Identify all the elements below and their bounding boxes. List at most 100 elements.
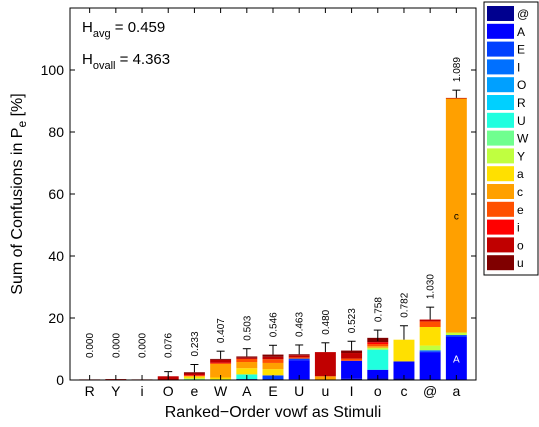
error-bar [242,348,251,357]
x-tick-label: O [163,383,174,399]
legend-label: A [517,25,525,39]
x-tick: A [242,8,252,399]
error-bar [373,329,382,341]
legend-entry: I [487,59,520,75]
entropy-label: 1.030 [426,274,437,299]
h-avg-base: H [82,19,93,36]
bar-segment [288,357,310,359]
bar-segment [367,346,389,348]
entropy-labels-layer: 0.000 0.000 0.000 0.076 0.233 0.407 0.503 0.546… [85,57,463,358]
legend-label: U [517,114,526,128]
y-tick: 100 [41,62,476,78]
y-tick: 60 [48,186,476,202]
legend-label: W [517,132,529,146]
x-tick: e [191,8,199,399]
legend-entry: e [487,201,524,217]
y-tick: 0 [56,372,476,388]
x-tick: I [350,8,354,399]
h-avg-annotation: Havg = 0.459 [82,19,165,40]
bar-segment [445,332,467,336]
bar-segment [445,98,467,333]
y-tick: 40 [48,248,476,264]
bar-segment [236,362,258,369]
legend-entry: R [487,95,526,110]
bar-segment [236,356,258,358]
legend-label: a [517,167,524,181]
h-ovall-sub: ovall [93,60,116,72]
legend-entry: a [487,166,524,182]
error-bar [399,325,408,340]
entropy-label: 1.089 [452,57,463,82]
bar-segment [288,355,310,358]
bar-segment [236,358,258,363]
entropy-label: 0.000 [85,333,96,358]
entropy-label: 0.000 [138,333,149,358]
y-tick-label: 60 [48,186,64,202]
entropy-label: 0.480 [321,309,332,334]
bar-segment [419,352,441,380]
legend-label: I [517,60,520,74]
error-bar [347,340,356,351]
error-bar [426,306,435,320]
entropy-label: 0.758 [373,297,384,322]
bar-segment [367,344,389,347]
legend-label: o [517,238,524,252]
entropy-label: 0.000 [111,333,122,358]
entropy-label: 0.523 [347,308,358,333]
bar-segment [419,319,441,322]
bar-segment [210,363,232,378]
legend-entry: @ [487,6,529,21]
x-tick-label: W [214,383,228,399]
legend-label: e [517,203,524,217]
legend-entry: U [487,112,526,128]
legend-entry: O [487,77,526,93]
x-tick: u [321,8,329,399]
legend-swatch [487,41,514,57]
x-tick-label: i [140,383,143,399]
y-tick-label: 40 [48,248,64,264]
bar-segment [419,326,441,346]
bar-segment [262,356,284,360]
bar-segment [288,358,310,361]
x-tick-label: e [191,383,199,399]
h-ovall-value: = 4.363 [115,51,170,68]
h-avg-value: = 0.459 [111,19,166,36]
x-tick-label: o [374,383,382,399]
y-axis-title-sub: e [15,121,29,128]
bar-segment [183,373,205,376]
x-tick-label: @ [423,383,437,399]
error-bar [216,350,225,359]
bars-layer [79,97,467,380]
entropy-label: 0.233 [190,331,201,356]
error-bar [321,342,330,353]
x-tick: U [294,8,304,399]
bar-segment [445,97,467,99]
error-bar [190,364,199,373]
legend-swatch [487,237,514,253]
legend-entry: i [487,219,520,235]
legend-entry: E [487,41,525,57]
x-tick: E [268,8,278,399]
y-tick: 80 [48,124,476,140]
bar-segment [341,350,363,354]
x-tick-label: R [85,383,95,399]
x-tick-label: Y [111,383,121,399]
x-tick: o [374,8,382,399]
bar-segment [367,349,389,370]
legend-label: @ [517,7,529,21]
bar-segment [236,368,258,375]
legend-entry: A [487,23,525,39]
bar-segment [341,360,363,379]
legend-entry: o [487,237,524,253]
bar-segment [288,354,310,356]
legend-swatch [487,59,514,75]
bar-segment [367,369,389,379]
segment-labels-layer: Ac [453,212,460,366]
x-tick-label: a [452,383,460,399]
bar-segment [341,353,363,359]
y-axis-title-main: Sum of Confusions in P [9,128,26,295]
bar-segment [445,335,467,337]
bar-segment [288,360,310,380]
x-tick-label: c [400,383,407,399]
